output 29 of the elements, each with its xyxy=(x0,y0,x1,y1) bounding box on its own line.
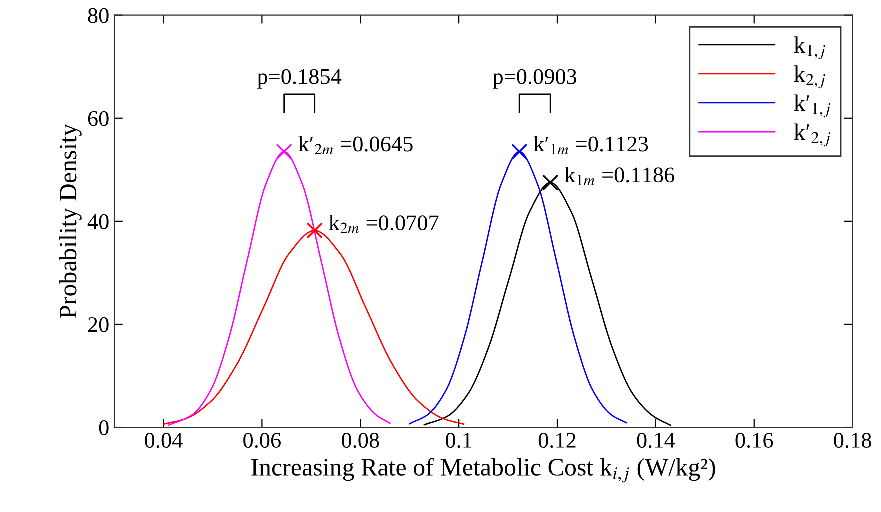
y-tick-label: 20 xyxy=(88,317,109,332)
y-tick-label: 40 xyxy=(88,214,109,230)
legend-label: k′$_{1,j}$ xyxy=(794,94,831,118)
point xyxy=(511,144,528,160)
x-tick-label: 0.04 xyxy=(145,433,183,448)
annotation: p=0.1854 xyxy=(258,69,342,89)
y-tick-label: 60 xyxy=(88,111,109,126)
point xyxy=(306,222,323,239)
annotation: k$_{2m}$ =0.0707 xyxy=(329,214,439,234)
annotation: k′$_{1m}$ =0.1123 xyxy=(534,136,648,155)
y-tick-label: 80 xyxy=(88,8,109,24)
x-tick-label: 0.14 xyxy=(637,433,676,448)
annotation: k$_{1m}$ =0.1186 xyxy=(564,167,674,186)
annotation: p=0.0903 xyxy=(493,69,577,89)
x-axis-title: Increasing Rate of Metabolic Cost k$_{i,j}$ (W/kg²) xyxy=(252,458,716,483)
x-tick-label: 0.16 xyxy=(736,433,774,448)
point xyxy=(276,144,292,160)
x-tick-label: 0.1 xyxy=(446,433,472,448)
x-tick-label: 0.06 xyxy=(244,433,281,448)
point xyxy=(542,174,559,191)
legend-label: k$_{2,j}$ xyxy=(794,66,826,89)
x-tick-label: 0.08 xyxy=(342,433,380,448)
x-tick-label: 0.18 xyxy=(834,433,872,448)
annotation: k′$_{2m}$ =0.0645 xyxy=(298,136,413,155)
legend-label: k′$_{2,j}$ xyxy=(794,124,831,147)
x-tick-label: 0.12 xyxy=(538,433,576,448)
y-axis-title: Probability Density xyxy=(59,124,82,318)
y-tick-label: 0 xyxy=(99,420,109,436)
legend-label: k$_{1,j}$ xyxy=(794,36,826,60)
